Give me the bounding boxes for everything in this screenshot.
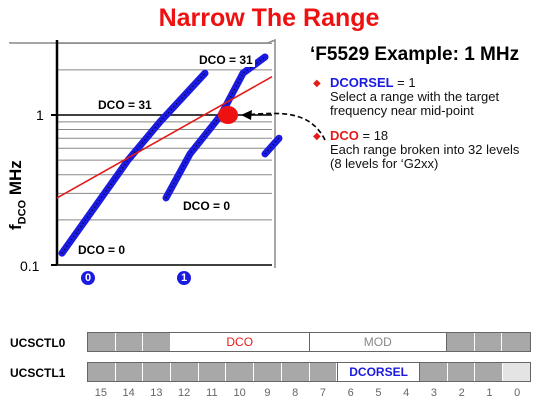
bit-number: 4 <box>403 387 410 399</box>
bit-number: 9 <box>264 387 271 399</box>
bullet-diamond-icon: ◆ <box>313 131 321 142</box>
ucsctl0-dco-field: DCO <box>170 333 310 351</box>
y-tick-label-1: 1 <box>36 107 44 123</box>
dco-range-series <box>58 69 209 257</box>
y-tick-label-0-1: 0.1 <box>20 258 40 274</box>
bit-number: 3 <box>430 387 437 399</box>
dcorsel-keyword: DCORSEL <box>330 75 394 90</box>
bit-number: 1 <box>486 387 493 399</box>
annotation-dco-31-range1: DCO = 31 <box>197 53 255 67</box>
bit-number: 15 <box>94 387 107 399</box>
dcorsel-description: Select a range with the target frequency… <box>330 89 500 118</box>
bit-number: 8 <box>292 387 299 399</box>
annotation-dco-0-range1: DCO = 0 <box>181 199 233 213</box>
bit-number: 6 <box>347 387 354 399</box>
ucsctl0-register: DCO MOD <box>87 332 531 352</box>
ucsctl0-label: UCSCTL0 <box>10 336 66 350</box>
bullet-dcorsel: DCORSEL = 1 Select a range with the targ… <box>330 76 530 118</box>
bit-number: 5 <box>375 387 382 399</box>
ucsctl1-dcorsel-field: DCORSEL <box>337 363 420 381</box>
selected-dco-point <box>218 106 238 124</box>
target-frequency-line <box>56 76 273 199</box>
slide-title: Narrow The Range <box>158 4 380 32</box>
bit-number: 14 <box>122 387 135 399</box>
bit-number: 13 <box>150 387 163 399</box>
example-title: ‘F5529 Example: 1 MHz <box>310 44 520 65</box>
dco-frequency-chart <box>9 38 283 268</box>
bit-number: 10 <box>233 387 246 399</box>
bullet-diamond-icon: ◆ <box>313 78 321 89</box>
bit-number: 2 <box>458 387 465 399</box>
bullet-dco: DCO = 18 Each range broken into 32 level… <box>330 129 530 171</box>
bit-number: 7 <box>319 387 326 399</box>
bit-number: 12 <box>178 387 191 399</box>
bit-number: 0 <box>514 387 521 399</box>
annotation-dco-31-range0: DCO = 31 <box>96 98 154 112</box>
dco-range-series-dots <box>165 56 266 199</box>
chart-series <box>56 53 283 257</box>
range-0-badge: 0 <box>81 271 95 285</box>
dco-keyword: DCO <box>330 128 359 143</box>
dco-range-series <box>261 134 283 158</box>
ucsctl1-register: DCORSEL <box>87 362 531 382</box>
ucsctl0-mod-field: MOD <box>309 333 448 351</box>
ucsctl1-label: UCSCTL1 <box>10 366 66 380</box>
dcorsel-value: = 1 <box>393 75 416 90</box>
range-1-badge: 1 <box>177 271 191 285</box>
dco-description: Each range broken into 32 levels (8 leve… <box>330 142 520 171</box>
bit-number: 11 <box>206 387 218 399</box>
dco-value: = 18 <box>358 128 389 143</box>
annotation-dco-0-range0: DCO = 0 <box>76 243 128 257</box>
